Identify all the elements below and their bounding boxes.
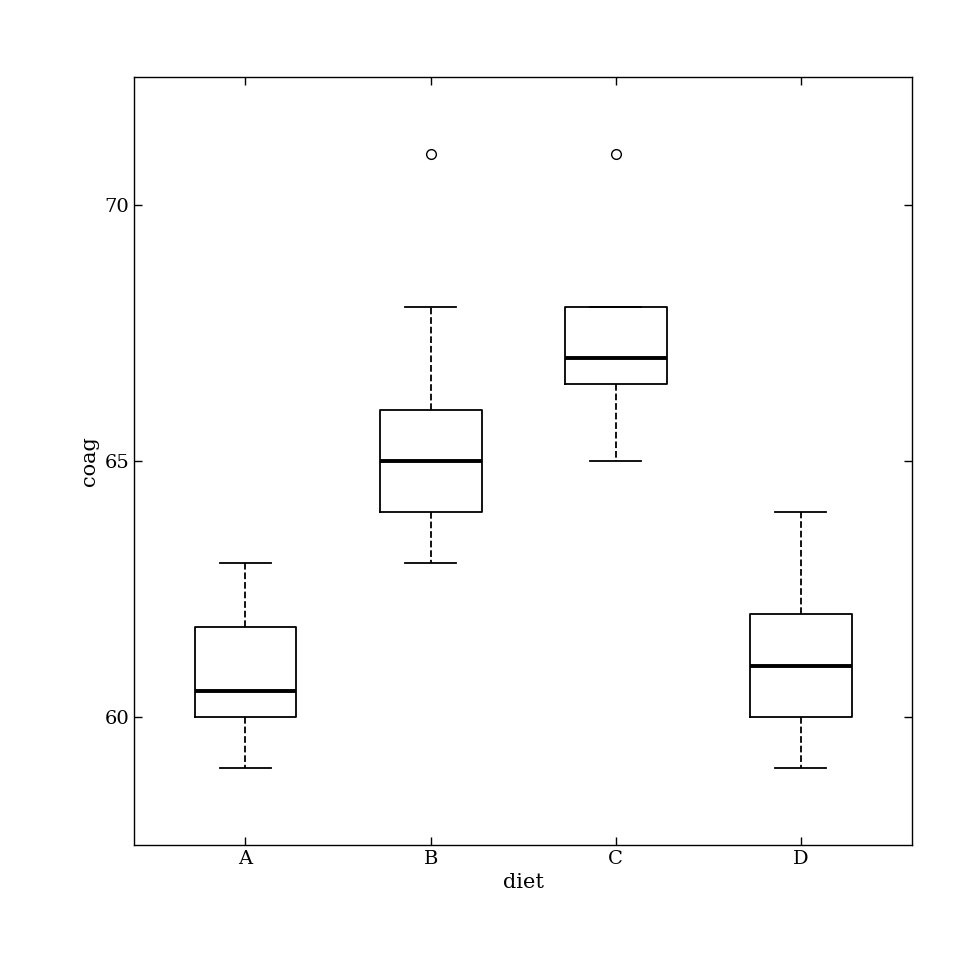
X-axis label: diet: diet — [503, 874, 543, 892]
Y-axis label: coag: coag — [81, 436, 99, 486]
